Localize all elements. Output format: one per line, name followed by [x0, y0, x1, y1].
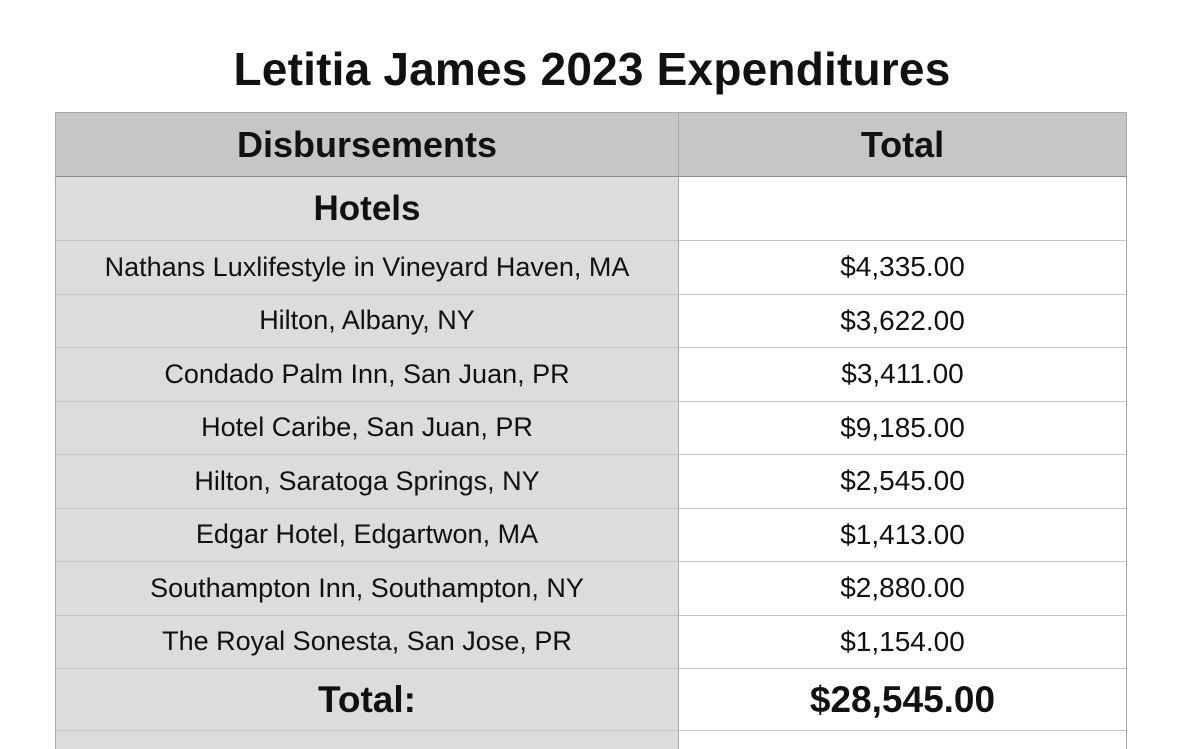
- table-row: Edgar Hotel, Edgartwon, MA $1,413.00: [55, 508, 1127, 562]
- row-name: The Royal Sonesta, San Jose, PR: [55, 615, 679, 669]
- table-row: Nathans Luxlifestyle in Vineyard Haven, …: [55, 241, 1127, 295]
- section-row-hotels: Hotels: [55, 177, 1127, 241]
- expenditures-table: Disbursements Total Hotels Nathans Luxli…: [55, 112, 1127, 749]
- row-amount: $3,411.00: [679, 348, 1127, 402]
- row-name: Edgar Hotel, Edgartwon, MA: [55, 508, 679, 562]
- total-label: Total:: [55, 669, 679, 731]
- row-amount: $9,185.00: [679, 401, 1127, 455]
- table-row: Hilton, Saratoga Springs, NY $2,545.00: [55, 455, 1127, 509]
- table-row: The Royal Sonesta, San Jose, PR $1,154.0…: [55, 615, 1127, 669]
- section-label: Hotels: [55, 177, 679, 241]
- header-total: Total: [679, 112, 1127, 177]
- row-name: Hilton, Albany, NY: [55, 294, 679, 348]
- row-amount: $4,335.00: [679, 241, 1127, 295]
- trailing-right-cell: [679, 731, 1127, 749]
- row-name: Nathans Luxlifestyle in Vineyard Haven, …: [55, 241, 679, 295]
- total-amount: $28,545.00: [679, 669, 1127, 731]
- row-amount: $1,154.00: [679, 615, 1127, 669]
- table-header-row: Disbursements Total: [55, 112, 1127, 177]
- table-row: Hotel Caribe, San Juan, PR $9,185.00: [55, 401, 1127, 455]
- row-name: Condado Palm Inn, San Juan, PR: [55, 348, 679, 402]
- row-amount: $1,413.00: [679, 508, 1127, 562]
- table-row: Hilton, Albany, NY $3,622.00: [55, 294, 1127, 348]
- table-row: Condado Palm Inn, San Juan, PR $3,411.00: [55, 348, 1127, 402]
- row-name: Hilton, Saratoga Springs, NY: [55, 455, 679, 509]
- row-name: Southampton Inn, Southampton, NY: [55, 562, 679, 616]
- row-amount: $3,622.00: [679, 294, 1127, 348]
- row-amount: $2,880.00: [679, 562, 1127, 616]
- trailing-row: [55, 731, 1127, 749]
- row-amount: $2,545.00: [679, 455, 1127, 509]
- trailing-left-cell: [55, 731, 679, 749]
- section-empty-cell: [679, 177, 1127, 241]
- total-row: Total: $28,545.00: [55, 669, 1127, 731]
- header-disbursements: Disbursements: [55, 112, 679, 177]
- document-title: Letitia James 2023 Expenditures: [233, 43, 951, 95]
- row-name: Hotel Caribe, San Juan, PR: [55, 401, 679, 455]
- table-row: Southampton Inn, Southampton, NY $2,880.…: [55, 562, 1127, 616]
